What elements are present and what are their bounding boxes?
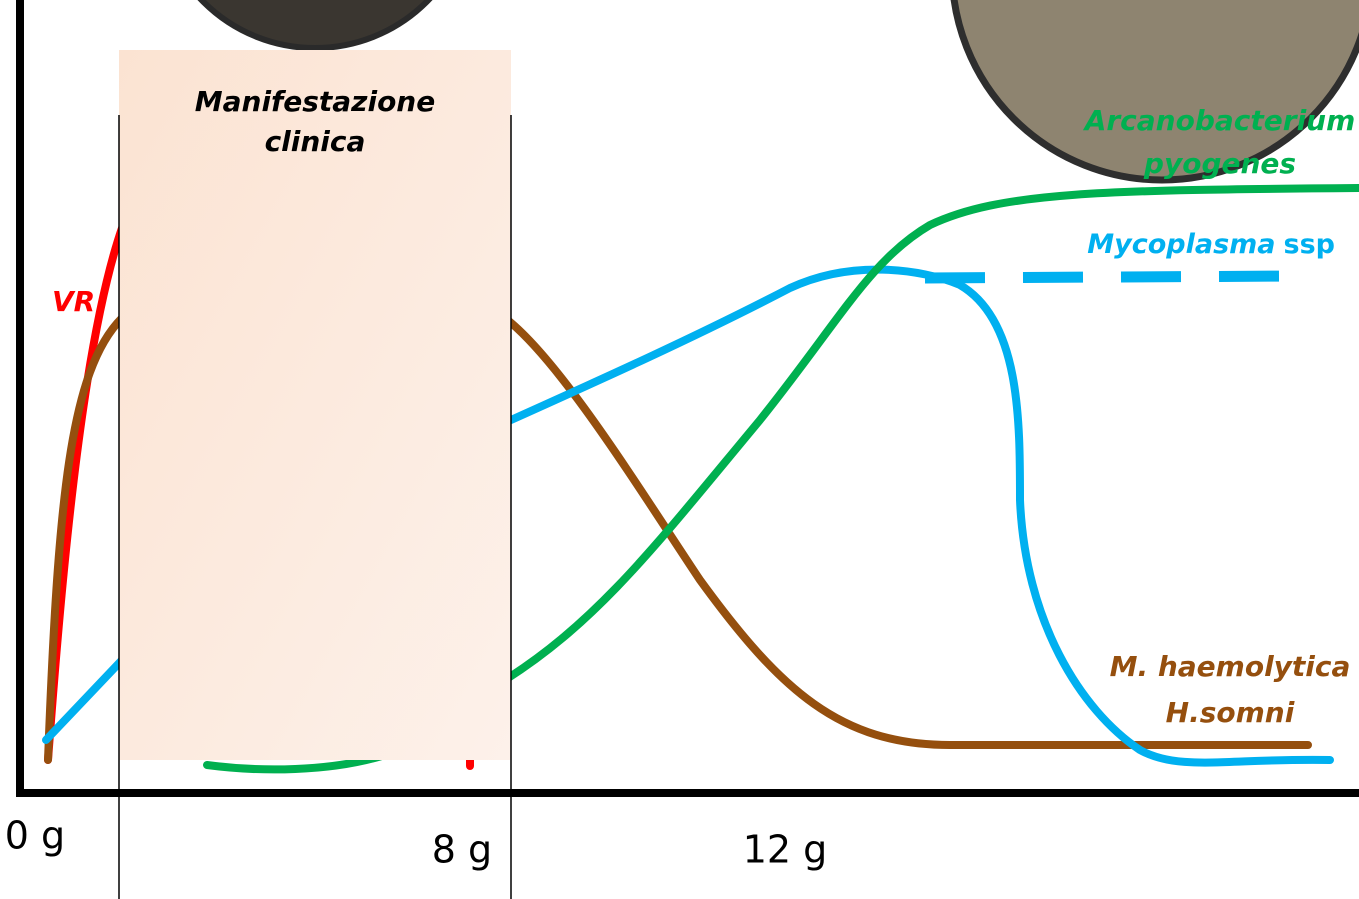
mycoplasma-name: Mycoplasma <box>1087 229 1275 260</box>
blue-curve-start <box>42 656 126 744</box>
brown-curve <box>501 314 1312 749</box>
mycoplasma-label: Mycoplasma ssp <box>1087 229 1335 260</box>
arcanobacterium-label: Arcanobacterium <box>1083 104 1356 137</box>
blue-dashed <box>924 270 1306 284</box>
green-curve-start <box>203 751 389 774</box>
photo-calf <box>197 0 433 51</box>
blue-curve <box>507 265 1334 767</box>
pasteurella-label: M. haemolytica <box>1110 650 1351 683</box>
x-tick-label: 0 g <box>5 814 65 858</box>
mycoplasma-suffix: ssp <box>1284 229 1335 260</box>
box-label: Manifestazione <box>195 85 435 118</box>
arcanobacterium-label: pyogenes <box>1143 147 1296 180</box>
vr-label: VR <box>52 285 95 318</box>
green-curve <box>501 184 1359 684</box>
photo-sheep <box>950 0 1359 184</box>
brown-curve-start <box>44 314 126 764</box>
x-tick-label: 12 g <box>743 828 828 872</box>
x-tick-label: 8 g <box>432 828 492 872</box>
clinical-box <box>119 50 511 760</box>
pasteurella-label: H.somni <box>1166 696 1295 729</box>
box-label: clinica <box>265 125 366 158</box>
